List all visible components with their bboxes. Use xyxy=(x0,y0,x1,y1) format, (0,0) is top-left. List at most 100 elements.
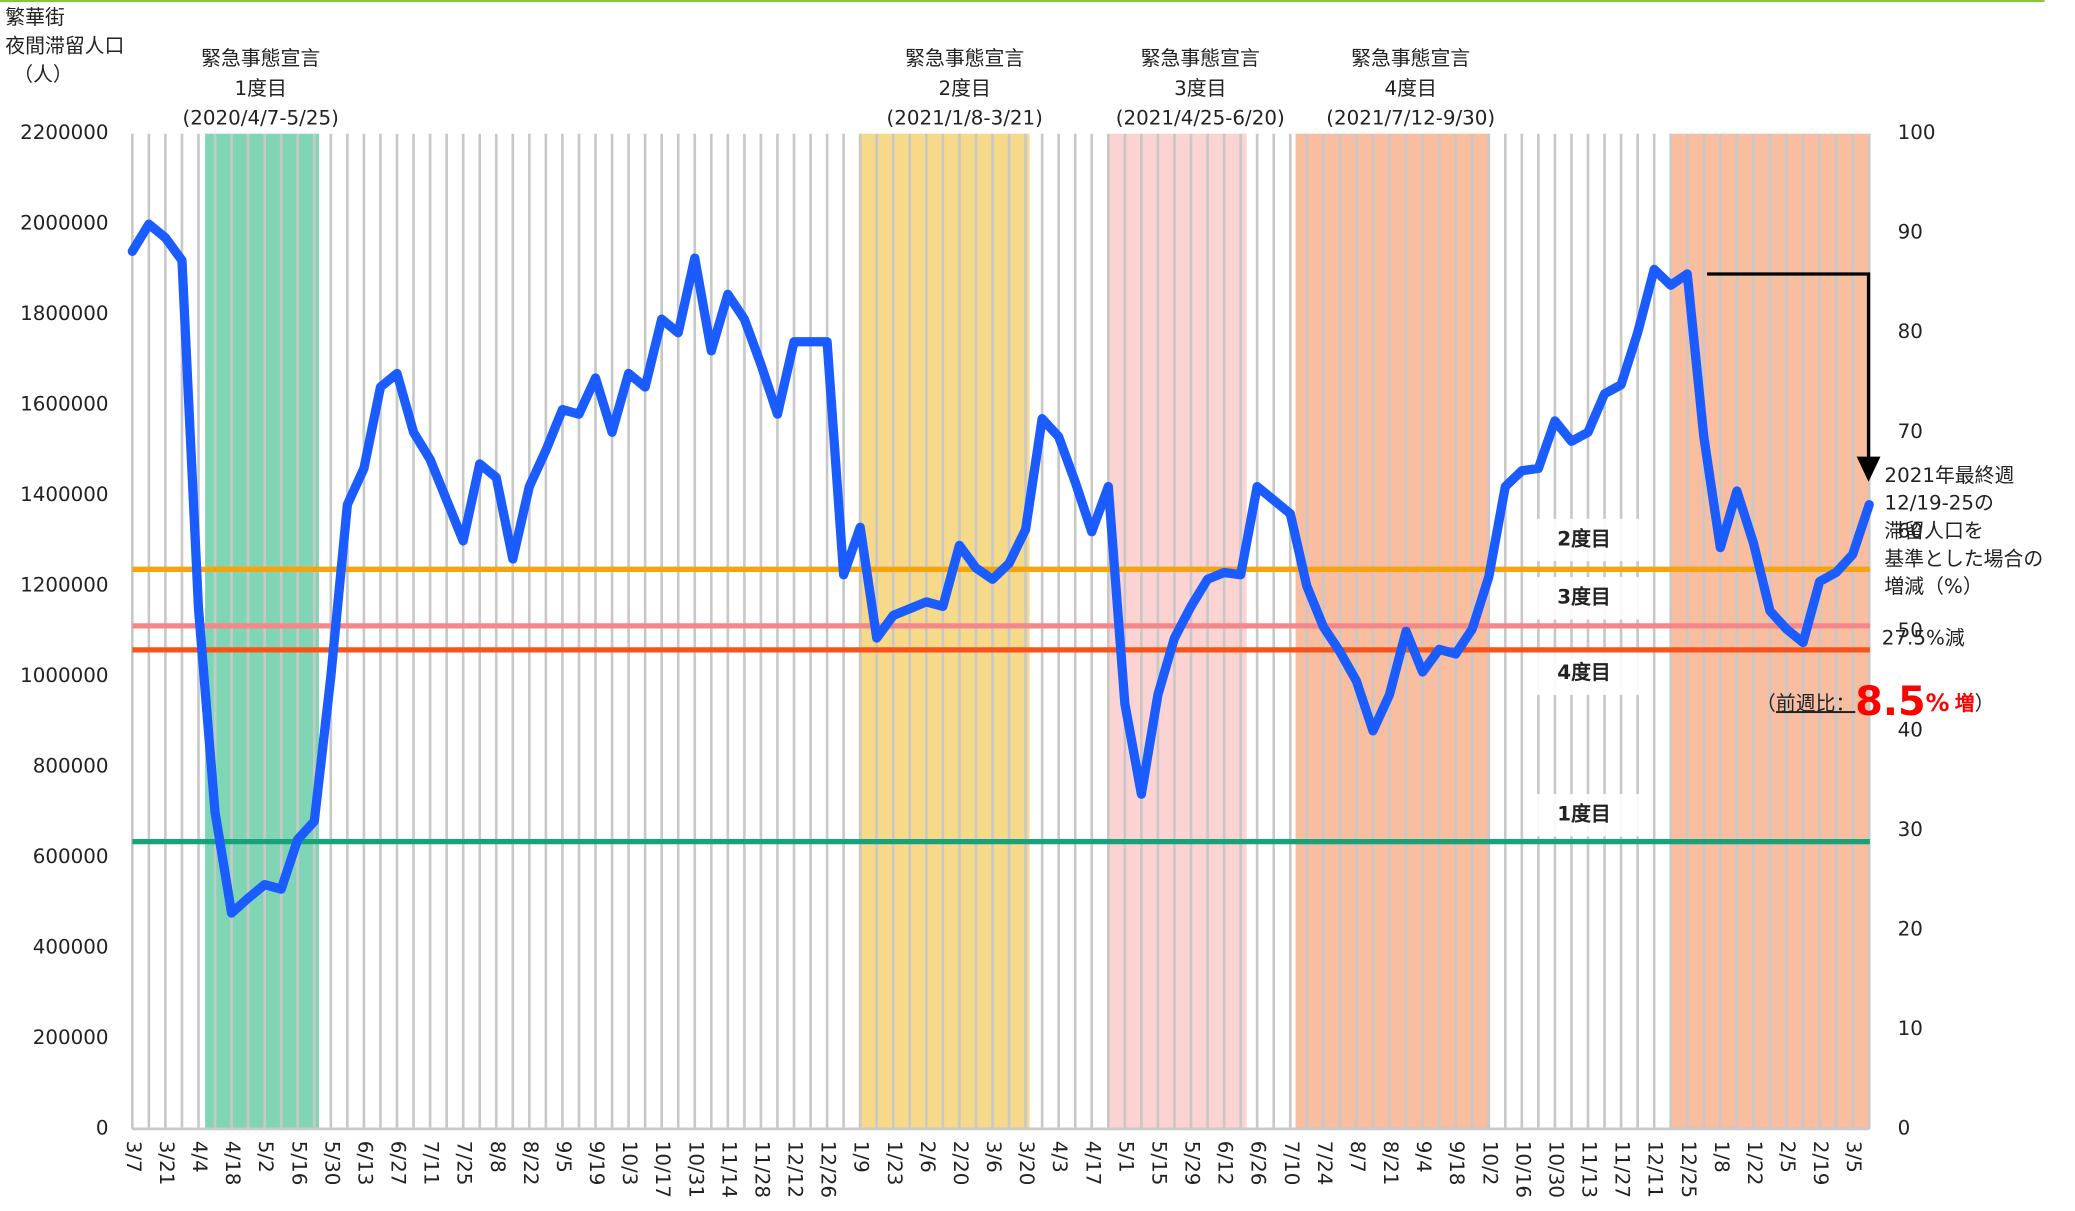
y-tick-label: 0 xyxy=(96,1116,109,1139)
band-label: 緊急事態宣言 xyxy=(1141,47,1260,70)
x-tick-label: 1/9 xyxy=(850,1141,873,1173)
band-label: 緊急事態宣言 xyxy=(1351,47,1470,70)
y2-tick-label: 70 xyxy=(1898,420,1923,443)
x-tick-label: 3/5 xyxy=(1842,1141,1865,1173)
arrow-head xyxy=(1856,456,1881,482)
x-tick-label: 10/16 xyxy=(1511,1141,1534,1198)
x-tick-label: 4/18 xyxy=(221,1141,244,1186)
y-axis-label: 繁華街 xyxy=(5,6,65,29)
x-tick-label: 8/7 xyxy=(1346,1141,1369,1173)
x-tick-label: 11/14 xyxy=(717,1141,740,1198)
x-tick-label: 1/23 xyxy=(883,1141,906,1186)
week-label: 前週比： xyxy=(1776,692,1855,715)
x-tick-label: 12/12 xyxy=(784,1141,807,1198)
band-label: (2021/7/12-9/30) xyxy=(1326,107,1495,130)
y2-tick-label: 80 xyxy=(1898,320,1923,343)
y2-tick-label: 0 xyxy=(1898,1116,1911,1139)
x-tick-label: 10/31 xyxy=(684,1141,707,1198)
note-week: （前週比：8.5% 増） xyxy=(1756,679,1994,725)
x-tick-label: 5/2 xyxy=(254,1141,277,1173)
week-number: 8.5 xyxy=(1855,679,1925,725)
x-tick-label: 2/5 xyxy=(1776,1141,1799,1173)
band-label: (2021/1/8-3/21) xyxy=(887,107,1043,130)
x-tick-label: 4/17 xyxy=(1081,1141,1104,1186)
y-tick-label: 2000000 xyxy=(20,212,108,235)
x-tick-label: 5/29 xyxy=(1181,1141,1204,1186)
series-line xyxy=(127,219,1874,918)
x-tick-label: 3/20 xyxy=(1015,1141,1038,1186)
note-text: 2021年最終週 xyxy=(1884,464,2014,487)
x-tick-label: 2/19 xyxy=(1809,1141,1832,1186)
x-tick-label: 7/11 xyxy=(420,1141,443,1186)
x-tick-label: 6/27 xyxy=(387,1141,410,1186)
reference-label-bg xyxy=(1528,794,1640,837)
x-tick-label: 4/3 xyxy=(1048,1141,1071,1173)
y2-tick-label: 10 xyxy=(1898,1017,1923,1040)
y-tick-label: 1800000 xyxy=(20,302,108,325)
x-tick-label: 10/17 xyxy=(651,1141,674,1198)
y2-tick-label: 20 xyxy=(1898,917,1923,940)
x-tick-label: 5/15 xyxy=(1147,1141,1170,1186)
x-tick-label: 2/20 xyxy=(949,1141,972,1186)
band-label: 緊急事態宣言 xyxy=(201,47,320,70)
y-tick-label: 600000 xyxy=(33,845,109,868)
y-axis-label: 夜間滞留人口 xyxy=(5,35,124,58)
y-tick-label: 800000 xyxy=(33,754,109,777)
y-tick-label: 1200000 xyxy=(20,574,108,597)
x-tick-label: 11/13 xyxy=(1578,1141,1601,1198)
y-tick-label: 2200000 xyxy=(20,121,108,144)
y2-tick-label: 60 xyxy=(1898,519,1923,542)
x-tick-label: 5/30 xyxy=(320,1141,343,1186)
y-tick-label: 1600000 xyxy=(20,393,108,416)
note-text: 増減（%） xyxy=(1884,575,1982,598)
reference-label-bg xyxy=(1528,577,1640,620)
week-word: 増 xyxy=(1955,692,1975,715)
x-tick-label: 6/12 xyxy=(1214,1141,1237,1186)
y-tick-label: 1000000 xyxy=(20,664,108,687)
x-tick-label: 10/2 xyxy=(1478,1141,1501,1186)
x-tick-label: 3/7 xyxy=(122,1141,145,1173)
x-tick-label: 1/8 xyxy=(1710,1141,1733,1173)
arrow xyxy=(1707,272,1871,466)
reference-label-bg xyxy=(1528,652,1640,695)
x-tick-label: 10/30 xyxy=(1544,1141,1567,1198)
reference-label: 4度目 xyxy=(1557,661,1611,684)
note-text: 滞留人口を xyxy=(1884,520,1983,543)
week-open: （ xyxy=(1756,692,1776,715)
reference-label: 2度目 xyxy=(1557,527,1611,550)
band-label: 4度目 xyxy=(1385,77,1437,100)
week-unit: % xyxy=(1926,689,1950,717)
x-tick-label: 6/26 xyxy=(1247,1141,1270,1186)
y2-tick-label: 30 xyxy=(1898,818,1923,841)
y-tick-label: 200000 xyxy=(33,1026,109,1049)
y2-tick-label: 40 xyxy=(1898,718,1923,741)
y-tick-label: 1400000 xyxy=(20,483,108,506)
note-text: 12/19-25の xyxy=(1884,492,1993,515)
x-tick-label: 9/5 xyxy=(552,1141,575,1173)
y-tick-label: 400000 xyxy=(33,935,109,958)
x-tick-label: 3/21 xyxy=(155,1141,178,1186)
note-text: 基準とした場合の xyxy=(1884,547,2043,570)
y-axis-label: （人） xyxy=(13,63,73,86)
reference-label: 3度目 xyxy=(1557,586,1611,609)
y2-tick-label: 50 xyxy=(1898,619,1923,642)
x-tick-label: 6/13 xyxy=(353,1141,376,1186)
band-label: (2020/4/7-5/25) xyxy=(183,107,339,130)
x-tick-label: 8/22 xyxy=(519,1141,542,1186)
x-tick-label: 4/4 xyxy=(188,1141,211,1173)
x-tick-label: 9/4 xyxy=(1412,1141,1435,1173)
band-label: (2021/4/25-6/20) xyxy=(1116,107,1285,130)
band-label: 1度目 xyxy=(235,77,287,100)
y2-tick-label: 90 xyxy=(1898,221,1923,244)
band-label: 3度目 xyxy=(1174,77,1226,100)
emergency-band xyxy=(205,133,319,1129)
x-tick-label: 8/21 xyxy=(1379,1141,1402,1186)
x-tick-label: 8/8 xyxy=(486,1141,509,1173)
note-change: 27.5%減 xyxy=(1882,627,1965,650)
x-tick-label: 7/24 xyxy=(1313,1141,1336,1186)
x-tick-label: 7/25 xyxy=(453,1141,476,1186)
band-label: 2度目 xyxy=(939,77,991,100)
x-tick-label: 10/3 xyxy=(618,1141,641,1186)
